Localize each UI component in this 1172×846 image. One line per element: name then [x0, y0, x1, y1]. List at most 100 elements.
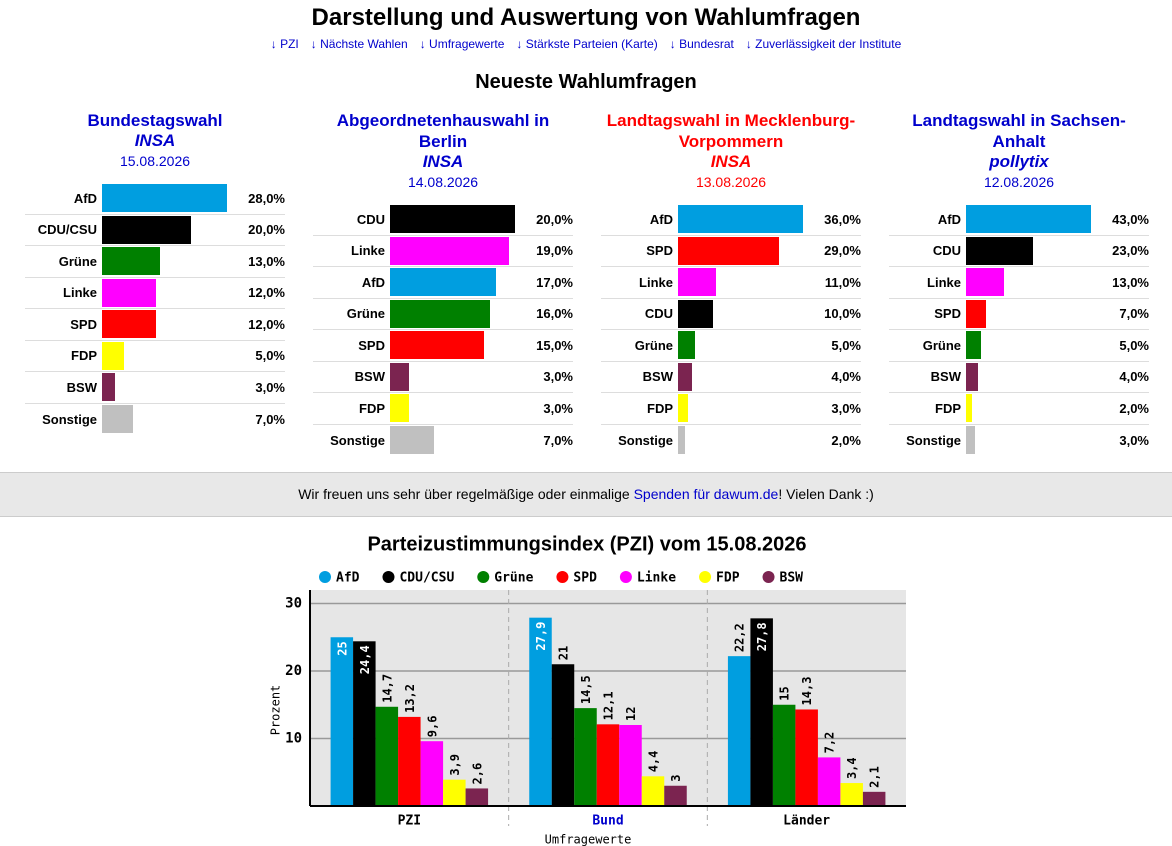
- bar-area: [966, 394, 1106, 423]
- poll-institute: INSA: [134, 131, 176, 150]
- bar: [678, 426, 685, 455]
- bar-area: [390, 394, 530, 423]
- bar-area: [102, 278, 242, 307]
- y-axis-label: Prozent: [269, 685, 283, 736]
- poll-card: Abgeordnetenhauswahl in Berlin INSA 14.08.…: [313, 110, 573, 456]
- party-name: FDP: [71, 348, 97, 364]
- bar: [966, 426, 975, 455]
- poll-row: Sonstige 2,0%: [601, 425, 861, 457]
- poll-row: FDP 3,0%: [313, 393, 573, 425]
- nav-link[interactable]: ↓ Bundesrat: [669, 37, 734, 51]
- party-name: Sonstige: [42, 411, 97, 427]
- party-name: Linke: [63, 285, 97, 301]
- poll-row: BSW 4,0%: [889, 362, 1149, 393]
- bar: [390, 236, 509, 265]
- bar: [727, 656, 751, 806]
- bar-area: [390, 331, 530, 360]
- poll-institute: INSA: [710, 152, 752, 171]
- nav-link[interactable]: ↓ PZI: [270, 37, 299, 51]
- bar-area: [390, 268, 530, 297]
- party-value: 4,0%: [1119, 369, 1149, 385]
- party-name: AfD: [73, 190, 97, 206]
- section-title: Neueste Wahlumfragen: [475, 71, 697, 93]
- party-value: 20,0%: [536, 211, 573, 227]
- bar: [678, 268, 717, 297]
- party-value: 36,0%: [824, 211, 861, 227]
- bar: [443, 779, 466, 806]
- value-label: 3,4: [845, 757, 859, 779]
- poll-row: Linke 11,0%: [601, 267, 861, 299]
- poll-row: Linke 13,0%: [889, 267, 1149, 299]
- party-value: 7,0%: [1119, 306, 1149, 322]
- bar-area: [678, 236, 818, 265]
- poll-row: CDU 20,0%: [313, 204, 573, 236]
- legend-marker: [762, 571, 775, 583]
- bar: [966, 236, 1033, 265]
- party-value: 16,0%: [536, 306, 573, 322]
- bar-area: [390, 362, 530, 391]
- poll-row: SPD 15,0%: [313, 330, 573, 362]
- nav-link[interactable]: ↓ Nächste Wahlen: [310, 37, 408, 51]
- x-tick-label: Bund: [592, 814, 623, 829]
- party-value: 17,0%: [536, 274, 573, 290]
- poll-row: CDU/CSU 20,0%: [25, 215, 285, 246]
- bar: [465, 788, 489, 806]
- poll-card: Bundestagswahl INSA 15.08.2026 AfD 28,0% CDU/…: [25, 110, 285, 435]
- party-name: BSW: [642, 369, 673, 385]
- legend-label: Linke: [637, 571, 676, 586]
- party-value: 43,0%: [1112, 211, 1149, 227]
- legend-marker: [382, 571, 395, 583]
- poll-row: AfD 17,0%: [313, 267, 573, 299]
- plot-background: [310, 590, 906, 806]
- party-value: 29,0%: [824, 243, 861, 259]
- legend-label: SPD: [573, 571, 597, 586]
- bar-area: [102, 184, 242, 213]
- poll-row: Sonstige 7,0%: [25, 404, 285, 436]
- value-label: 12: [624, 707, 638, 721]
- poll-row: Sonstige 7,0%: [313, 425, 573, 457]
- party-value: 3,0%: [255, 379, 285, 395]
- bar: [966, 362, 978, 391]
- bar-area: [102, 341, 242, 370]
- party-value: 12,0%: [248, 316, 285, 332]
- bar: [966, 394, 972, 423]
- party-name: Grüne: [922, 337, 961, 353]
- poll-row: SPD 7,0%: [889, 299, 1149, 330]
- poll-date: 15.08.2026: [119, 153, 191, 169]
- bar: [353, 641, 376, 806]
- legend-marker: [619, 571, 632, 583]
- nav-link[interactable]: ↓ Zuverlässigkeit der Institute: [745, 37, 902, 51]
- bar-area: [102, 247, 242, 276]
- donate-link[interactable]: Spenden für dawum.de: [633, 486, 779, 502]
- banner-text: ! Vielen Dank :): [778, 486, 874, 502]
- bar: [678, 236, 779, 265]
- poll-row: BSW 4,0%: [601, 362, 861, 393]
- value-label: 14,3: [800, 677, 814, 706]
- party-value: 3,0%: [1119, 432, 1149, 448]
- party-value: 5,0%: [831, 337, 861, 353]
- value-label: 14,5: [579, 675, 593, 704]
- bar-area: [678, 205, 818, 234]
- party-name: AfD: [937, 211, 961, 227]
- poll-title: Bundestagswahl: [87, 111, 223, 130]
- party-value: 3,0%: [831, 400, 861, 416]
- nav-link[interactable]: ↓ Umfragewerte: [419, 37, 505, 51]
- bar: [102, 278, 156, 307]
- party-name: CDU: [644, 306, 673, 322]
- nav-link[interactable]: ↓ Stärkste Parteien (Karte): [516, 37, 658, 51]
- poll-institute: pollytix: [989, 152, 1049, 171]
- bar: [664, 785, 687, 806]
- poll-row: AfD 28,0%: [25, 183, 285, 215]
- value-label: 24,4: [358, 645, 372, 674]
- poll-rows: CDU 20,0% Linke 19,0% AfD 17,0% Grüne 16,0% SPD 1…: [313, 204, 573, 456]
- bar-area: [678, 331, 818, 360]
- banner: Wir freuen uns sehr über regelmäßige ode…: [0, 472, 1172, 517]
- poll-row: BSW 3,0%: [25, 372, 285, 404]
- poll-row: CDU 23,0%: [889, 236, 1149, 267]
- poll-row: Linke 12,0%: [25, 278, 285, 309]
- poll-row: FDP 2,0%: [889, 393, 1149, 425]
- bar-area: [678, 426, 818, 455]
- party-value: 7,0%: [543, 432, 573, 448]
- bar-area: [390, 426, 530, 455]
- bar-area: [966, 205, 1106, 234]
